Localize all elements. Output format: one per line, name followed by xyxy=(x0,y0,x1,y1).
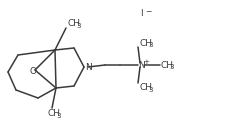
Text: CH: CH xyxy=(161,61,174,70)
Text: +: + xyxy=(143,59,149,65)
Text: N: N xyxy=(138,61,145,70)
Text: 3: 3 xyxy=(169,64,174,70)
Text: 3: 3 xyxy=(56,113,60,119)
Text: I: I xyxy=(140,9,143,18)
Text: N: N xyxy=(85,63,92,72)
Text: CH: CH xyxy=(140,38,153,47)
Text: 3: 3 xyxy=(148,42,152,48)
Text: O: O xyxy=(29,66,36,76)
Text: CH: CH xyxy=(68,20,81,28)
Text: 3: 3 xyxy=(148,87,152,93)
Text: CH: CH xyxy=(48,109,61,119)
Text: 3: 3 xyxy=(76,23,81,29)
Text: −: − xyxy=(145,7,151,16)
Text: CH: CH xyxy=(140,84,153,92)
